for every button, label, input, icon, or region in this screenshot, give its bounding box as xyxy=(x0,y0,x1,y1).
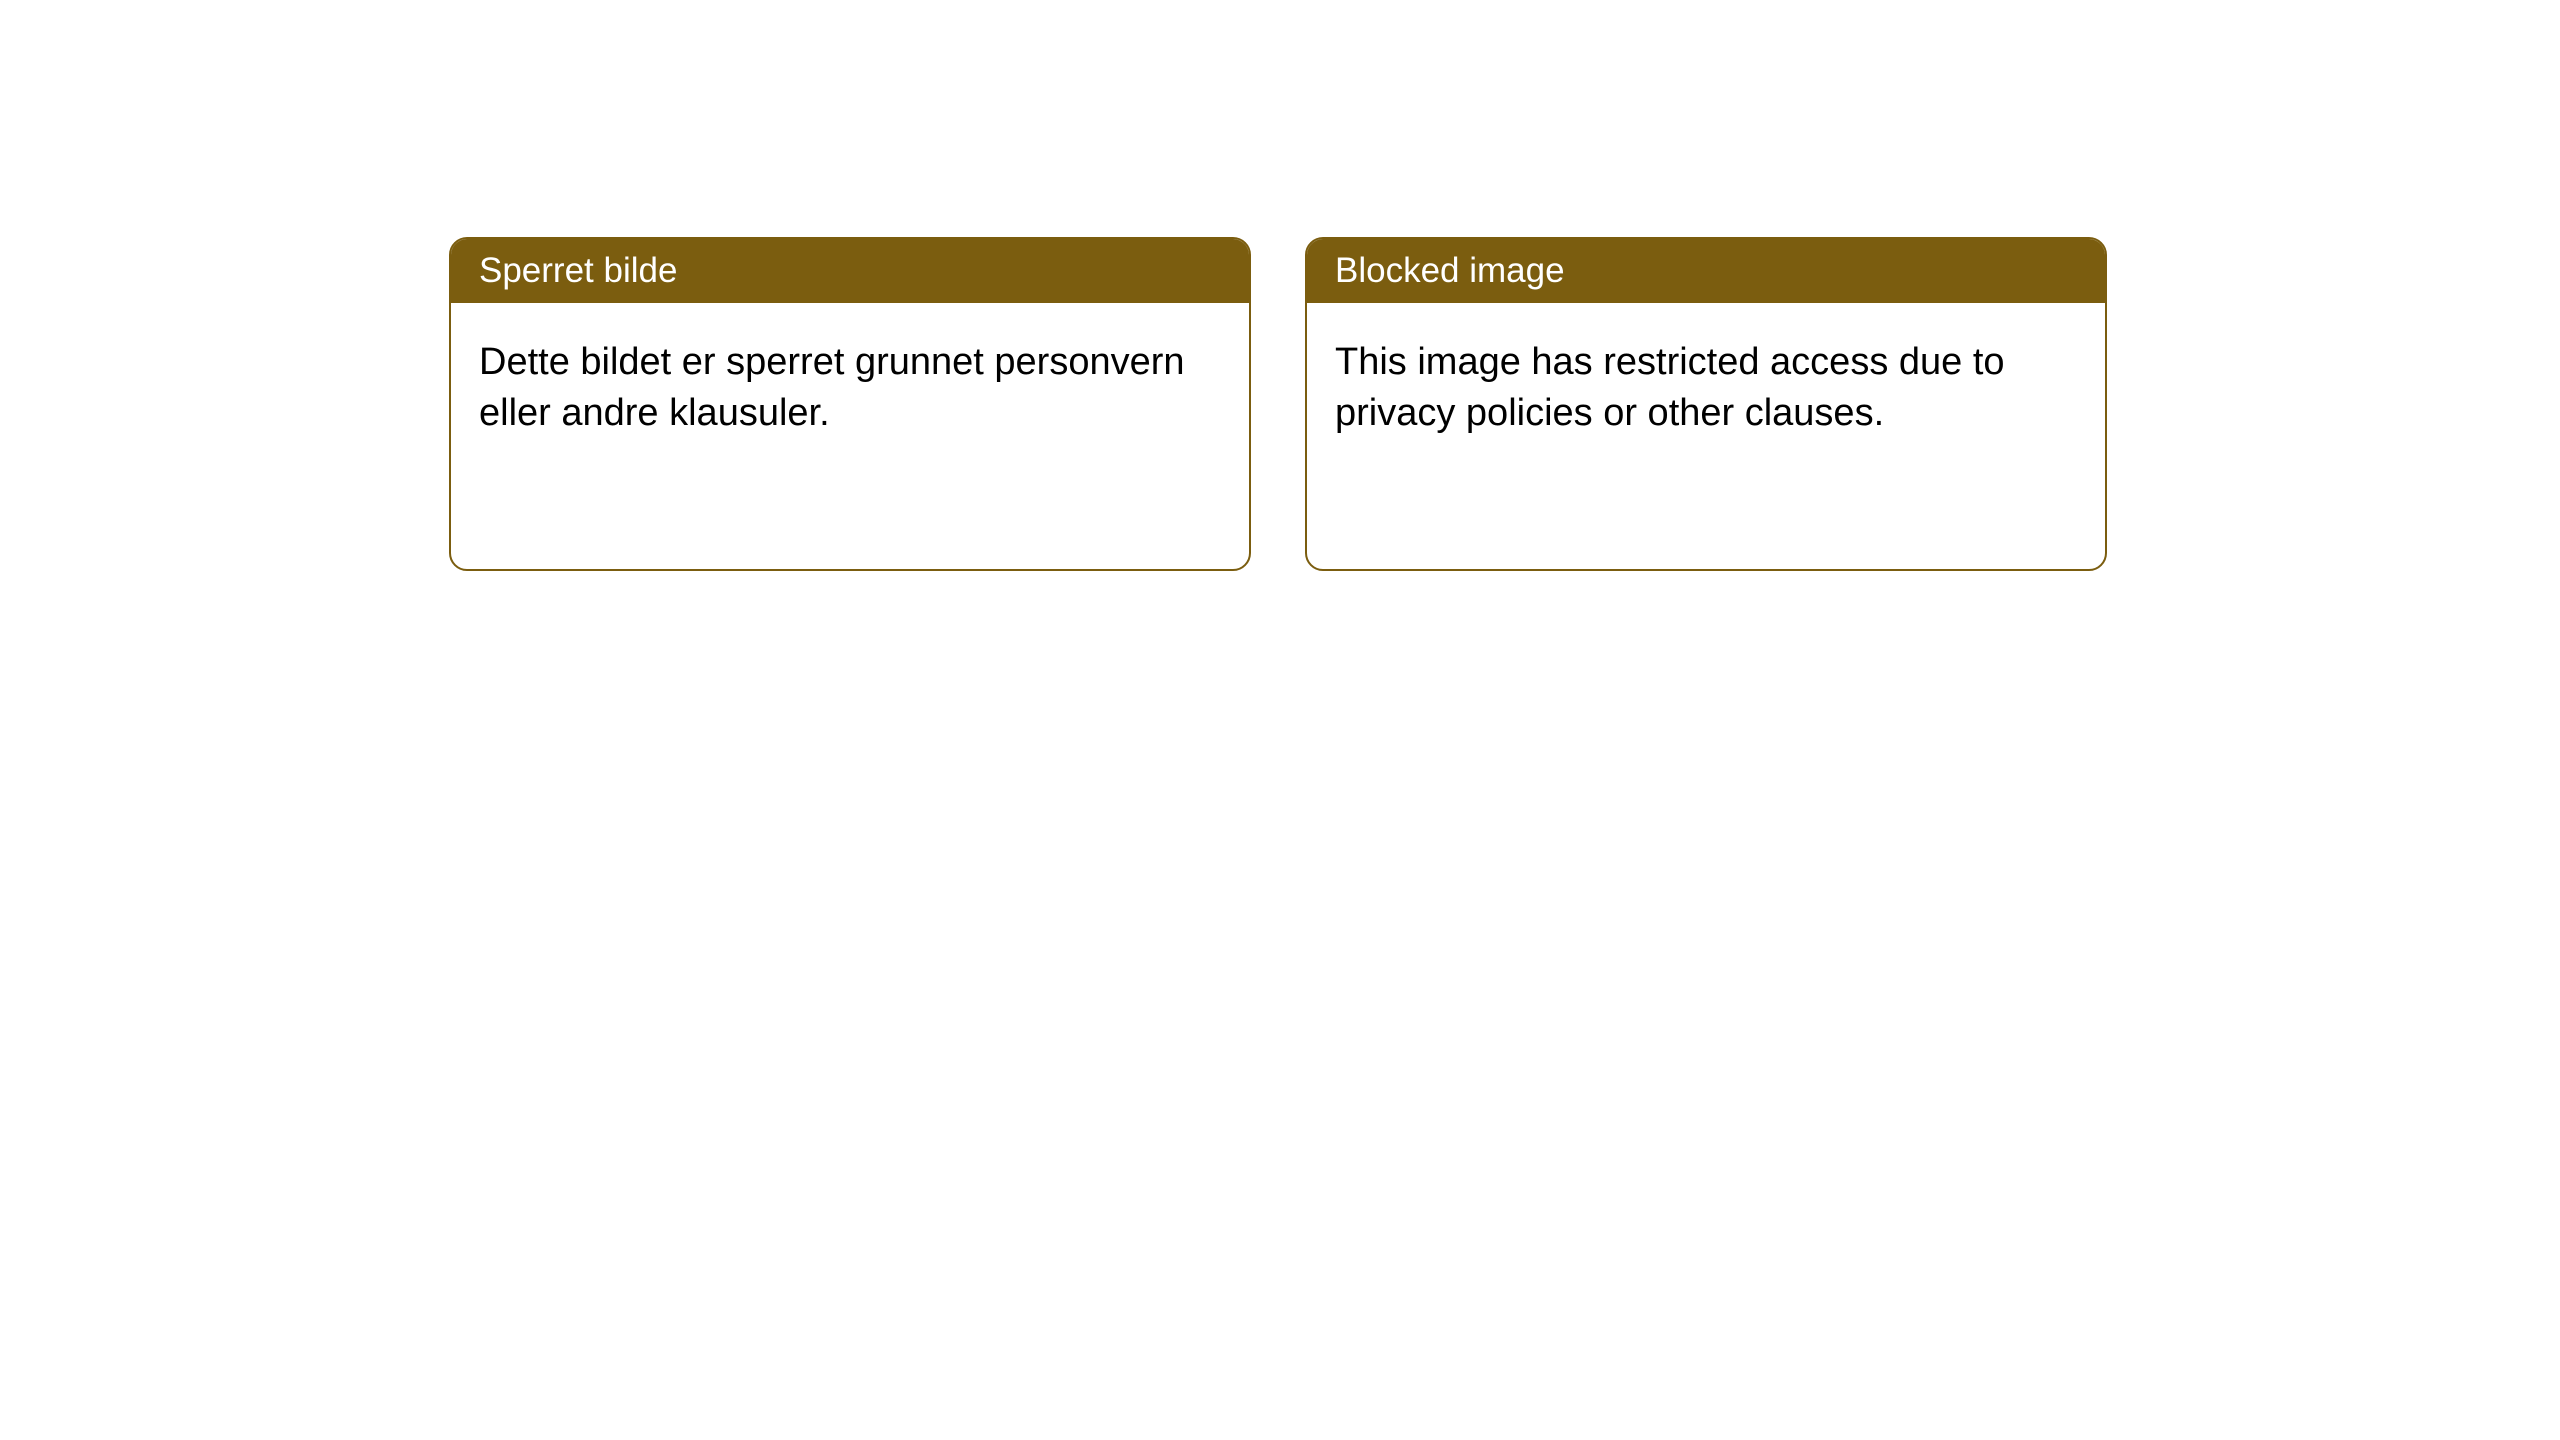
notice-card-norwegian: Sperret bilde Dette bildet er sperret gr… xyxy=(449,237,1251,571)
card-title: Blocked image xyxy=(1335,251,1565,290)
card-title: Sperret bilde xyxy=(479,251,677,290)
notice-container: Sperret bilde Dette bildet er sperret gr… xyxy=(0,0,2560,571)
card-body-text: This image has restricted access due to … xyxy=(1335,341,2005,434)
card-header: Blocked image xyxy=(1307,239,2105,303)
notice-card-english: Blocked image This image has restricted … xyxy=(1305,237,2107,571)
card-body: Dette bildet er sperret grunnet personve… xyxy=(451,303,1249,474)
card-header: Sperret bilde xyxy=(451,239,1249,303)
card-body-text: Dette bildet er sperret grunnet personve… xyxy=(479,341,1185,434)
card-body: This image has restricted access due to … xyxy=(1307,303,2105,474)
